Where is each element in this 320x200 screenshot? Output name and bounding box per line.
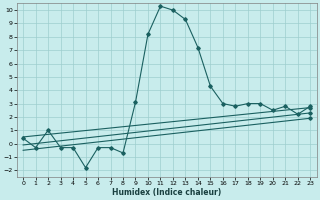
- X-axis label: Humidex (Indice chaleur): Humidex (Indice chaleur): [112, 188, 221, 197]
